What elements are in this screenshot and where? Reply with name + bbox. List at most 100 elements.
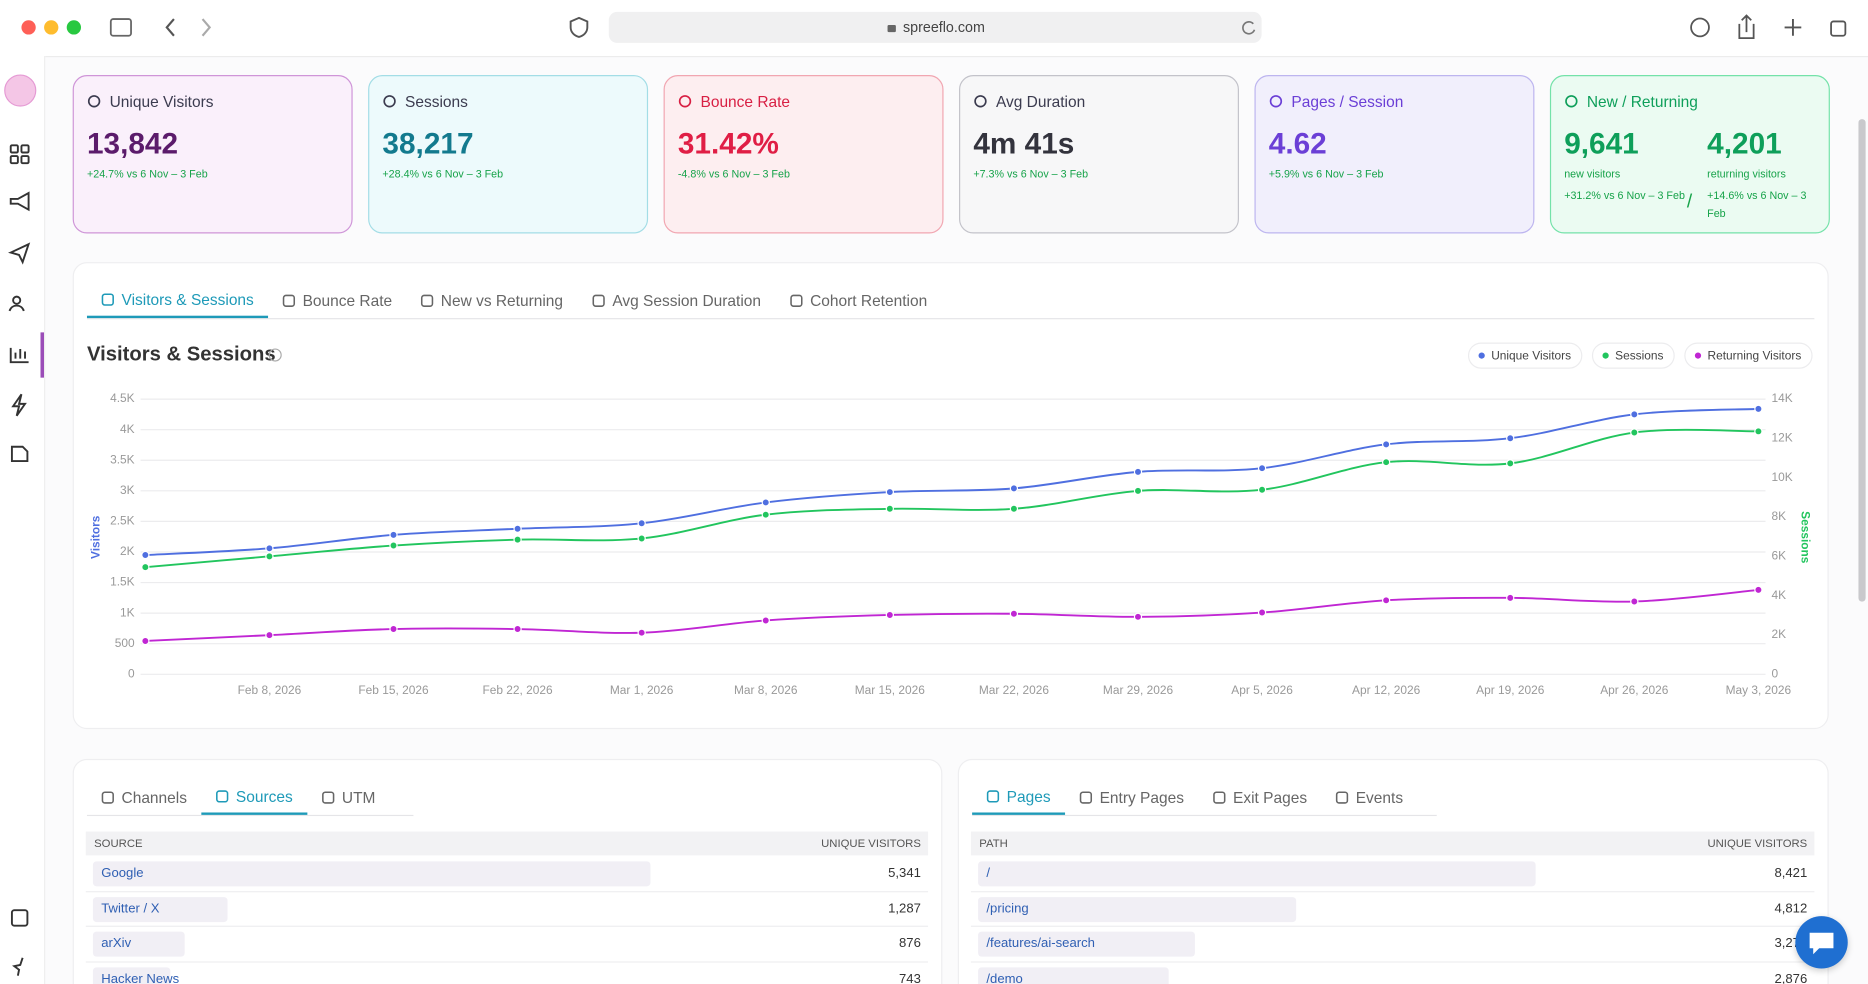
tab-icon-shape (986, 789, 1000, 802)
nav-messages[interactable] (8, 242, 31, 265)
tab-icon (101, 292, 114, 306)
tab-icon-shape (216, 789, 229, 802)
tab-label: Pages (1006, 786, 1051, 805)
row-bar (92, 966, 171, 984)
tab[interactable]: UTM (307, 779, 389, 815)
tab-label: Exit Pages (1233, 788, 1308, 806)
row-name[interactable]: / (986, 866, 991, 881)
tab[interactable]: Exit Pages (1198, 779, 1321, 815)
tab[interactable]: Sources (201, 779, 308, 815)
row-value: 743 (899, 971, 921, 984)
tab-icon-shape (790, 294, 803, 307)
address-bar[interactable] (608, 11, 1262, 43)
tab-label: Sources (235, 786, 293, 805)
kpi-separator: / (1686, 191, 1693, 213)
nav-dashboard-c[interactable] (9, 155, 19, 165)
lock-icon (887, 25, 896, 33)
row-value: 8,421 (1774, 866, 1808, 881)
row-bar (978, 966, 1169, 984)
nav-dashboard-d[interactable] (20, 155, 30, 165)
tab-icon (322, 790, 335, 804)
tab[interactable]: New vs Returning (406, 282, 577, 318)
kpi-title: New / Returning (1586, 92, 1698, 111)
nav-campaigns[interactable] (9, 191, 30, 212)
row-bar (978, 896, 1297, 922)
tab[interactable]: Avg Session Duration (578, 282, 775, 318)
nav-content[interactable] (10, 445, 29, 462)
tab-icon (216, 789, 229, 802)
tab-icon (101, 790, 114, 804)
column-header: UNIQUE VISITORS (821, 837, 921, 851)
zoom-button[interactable] (66, 20, 82, 35)
tab-icon-shape (101, 292, 114, 306)
row-name[interactable]: /demo (986, 971, 1023, 984)
row-bar (978, 861, 1536, 887)
share-button[interactable] (1738, 14, 1755, 40)
tab-underline (972, 814, 1437, 817)
chat-button[interactable] (1795, 916, 1848, 969)
new-tab-button[interactable] (1784, 19, 1802, 36)
tabs-overview-button[interactable] (1830, 20, 1847, 37)
tab[interactable]: Pages (972, 779, 1065, 815)
kpi-icon-shape (974, 95, 987, 108)
tab-icon-shape (420, 294, 434, 307)
row-name[interactable]: Google (101, 866, 144, 881)
logo[interactable] (4, 74, 37, 107)
tab-label: Visitors & Sessions (121, 290, 254, 308)
nav-pin[interactable] (12, 957, 24, 976)
tab-icon (592, 294, 605, 307)
kpi-icon (383, 95, 396, 108)
nav-analytics[interactable] (9, 347, 29, 364)
row-name[interactable]: /pricing (986, 901, 1029, 916)
tab[interactable]: Cohort Retention (776, 282, 942, 318)
forward-button[interactable] (201, 18, 212, 37)
row-divider (85, 890, 929, 892)
row-name[interactable]: arXiv (101, 936, 132, 951)
browser-toolbar: spreeflo.com (0, 0, 1868, 58)
kpi-title: Unique Visitors (109, 92, 214, 111)
row-name[interactable]: Twitter / X (101, 901, 160, 916)
nav-dashboard-b[interactable] (20, 144, 30, 154)
kpi-change: +24.7% vs 6 Nov – 3 Feb (86, 167, 208, 180)
downloads-button[interactable] (1690, 17, 1710, 38)
tab[interactable]: Bounce Rate (268, 282, 406, 318)
tab-icon-shape (101, 790, 114, 804)
column-header: UNIQUE VISITORS (1707, 837, 1808, 851)
back-button[interactable] (165, 18, 175, 37)
row-name[interactable]: /features/ai-search (986, 936, 1095, 951)
row-divider (970, 925, 1815, 927)
tab[interactable]: Visitors & Sessions (86, 282, 269, 319)
row-name[interactable]: Hacker News (101, 971, 180, 984)
tab[interactable]: Channels (87, 779, 201, 815)
close-button[interactable] (21, 20, 36, 35)
tab-icon-shape (1079, 790, 1093, 804)
nav-docs[interactable] (10, 909, 29, 927)
tab[interactable]: Entry Pages (1065, 779, 1198, 815)
sidebar-icons (4, 74, 45, 976)
kpi-title: Avg Duration (995, 92, 1086, 111)
kpi-change: +31.2% vs 6 Nov – 3 Feb (1564, 189, 1685, 202)
tab-icon (790, 294, 803, 307)
url-text: spreeflo.com (903, 19, 985, 36)
kpi-card: New / Returning 9,641 new visitors +31.2% v… (1549, 75, 1830, 234)
nav-automations[interactable] (11, 393, 27, 417)
nav-active-indicator (40, 332, 45, 378)
kpi-change: -4.8% vs 6 Nov – 3 Feb (677, 167, 790, 180)
sidebar-toggle[interactable] (109, 18, 132, 37)
minimize-button[interactable] (44, 20, 59, 35)
tab[interactable]: Events (1321, 779, 1417, 815)
reload-button[interactable] (1242, 21, 1256, 35)
nav-users-body (8, 304, 25, 312)
tab-icon (1079, 790, 1093, 804)
tab-icon-shape (592, 294, 605, 307)
kpi-sublabel: new visitors (1564, 167, 1621, 180)
row-value: 1,287 (888, 901, 921, 916)
nav-dashboard[interactable] (9, 144, 19, 154)
row-value: 876 (899, 936, 921, 951)
row-value: 4,812 (1774, 901, 1808, 916)
shield-icon[interactable] (569, 16, 589, 38)
tab-icon (420, 294, 434, 307)
row-divider (970, 960, 1815, 962)
nav-users[interactable] (12, 295, 22, 305)
tab-label: New vs Returning (440, 291, 564, 310)
